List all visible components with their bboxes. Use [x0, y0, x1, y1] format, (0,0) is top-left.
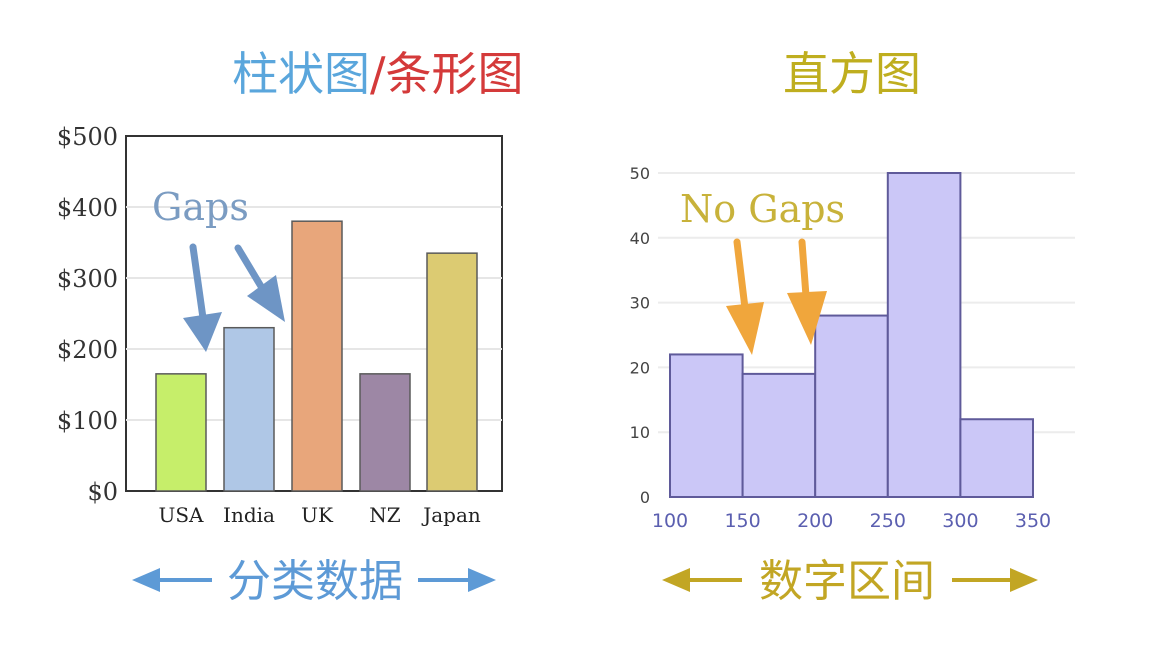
right-caption-group: 数字区间	[662, 556, 1038, 607]
histogram-bin	[741, 372, 817, 499]
bar-chart: $0 $100 $200 $300 $400 $500 USA India UK NZ Japan	[57, 123, 503, 527]
bar-india	[223, 326, 275, 492]
left-caption: 分类数据	[227, 556, 403, 607]
x-tick-label: 100	[652, 510, 688, 532]
right-title: 直方图	[783, 47, 921, 101]
y-tick-label: 50	[630, 164, 650, 183]
gaps-arrow-1	[183, 243, 222, 352]
svg-text:柱状图/条形图: 柱状图/条形图	[232, 47, 524, 101]
gaps-label: Gaps	[152, 185, 249, 229]
x-tick-label: UK	[301, 503, 334, 527]
histogram: 0 10 20 30 40 50 100 150 200 250 300 350	[630, 164, 1075, 532]
no-gaps-label: No Gaps	[680, 187, 845, 231]
y-tick-label: $400	[57, 194, 118, 222]
y-tick-label: 20	[630, 358, 650, 377]
y-tick-label: 0	[640, 488, 650, 507]
x-tick-labels: 100 150 200 250 300 350	[652, 510, 1051, 532]
right-caption: 数字区间	[759, 556, 935, 607]
y-tick-label: 30	[630, 294, 650, 313]
x-tick-label: USA	[159, 503, 205, 527]
y-tick-label: $300	[57, 265, 118, 293]
y-tick-label: 40	[630, 229, 650, 248]
x-tick-label: 350	[1015, 510, 1051, 532]
bar-usa	[155, 373, 207, 492]
y-tick-labels: 0 10 20 30 40 50	[630, 164, 650, 507]
x-tick-label: Japan	[421, 503, 481, 527]
gaps-arrow-2	[234, 244, 285, 322]
left-title-sep: /	[370, 47, 386, 101]
left-caption-group: 分类数据	[132, 556, 496, 607]
x-tick-label: NZ	[369, 503, 401, 527]
y-tick-label: $0	[87, 478, 118, 506]
x-tick-labels: USA India UK NZ Japan	[159, 503, 481, 527]
bars	[155, 220, 478, 492]
histogram-bin	[886, 172, 962, 498]
bar-nz	[359, 373, 411, 492]
histogram-bin	[814, 314, 889, 498]
histogram-bin	[669, 353, 744, 498]
y-tick-label: $100	[57, 407, 118, 435]
histogram-bin	[959, 418, 1035, 498]
y-tick-labels: $0 $100 $200 $300 $400 $500	[57, 123, 118, 506]
bins	[669, 172, 1035, 499]
x-tick-label: 300	[942, 510, 978, 532]
y-tick-label: $200	[57, 336, 118, 364]
x-tick-label: 250	[870, 510, 906, 532]
y-tick-label: 10	[630, 423, 650, 442]
no-gaps-arrow-2	[787, 238, 827, 345]
bar-japan	[426, 252, 478, 492]
y-tick-label: $500	[57, 123, 118, 151]
x-tick-label: India	[223, 503, 275, 527]
bar-uk	[291, 220, 343, 492]
left-title-bar: 柱状图	[232, 47, 370, 101]
no-gaps-arrow-1	[726, 238, 764, 355]
x-tick-label: 150	[724, 510, 760, 532]
left-title-barh: 条形图	[386, 47, 524, 101]
x-tick-label: 200	[797, 510, 833, 532]
